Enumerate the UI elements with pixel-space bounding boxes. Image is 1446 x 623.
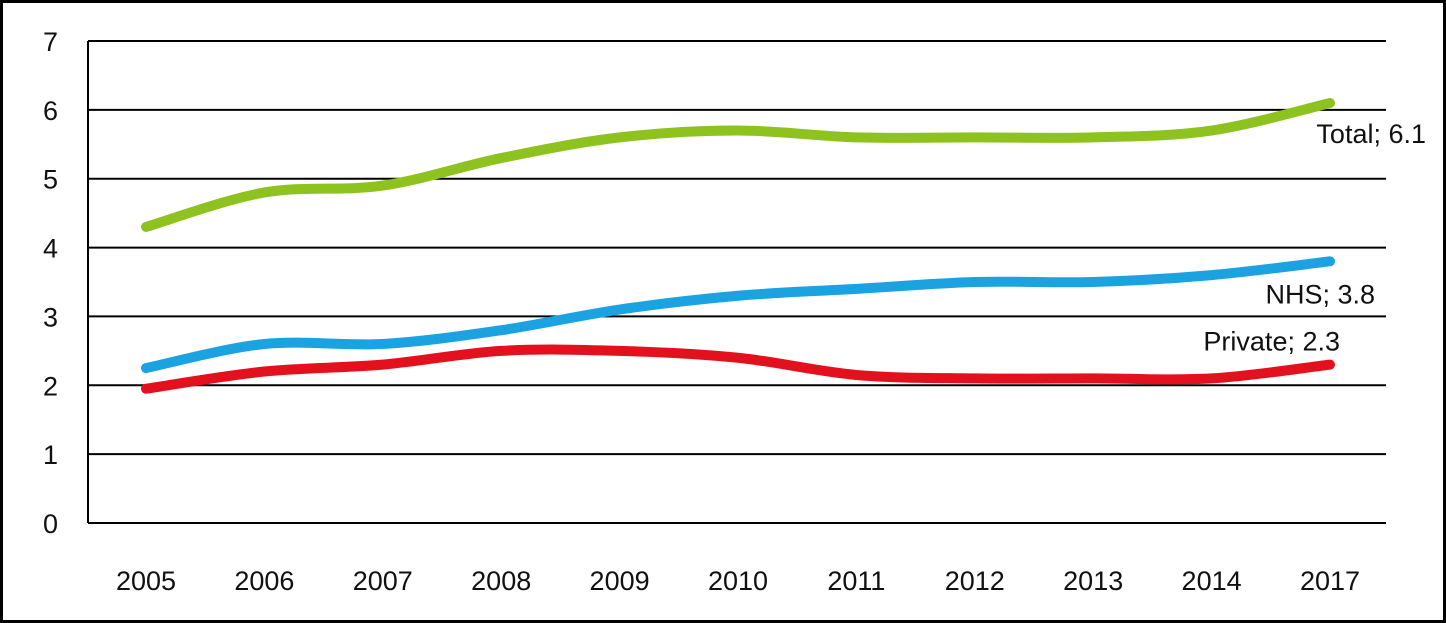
y-tick-label: 4 <box>43 234 58 264</box>
x-tick-label: 2017 <box>1300 566 1360 596</box>
y-axis-tick-labels: 0 1 2 3 4 5 6 7 <box>43 27 58 539</box>
x-axis-tick-labels: 2005 2006 2007 2008 2009 2010 2011 2012 2013 2014… <box>116 566 1360 596</box>
series-end-labels: Total; 6.1 NHS; 3.8 Private; 2.3 <box>1203 119 1426 357</box>
series-line-nhs <box>141 256 1335 374</box>
y-tick-label: 2 <box>43 371 58 401</box>
x-tick-label: 2011 <box>827 566 885 596</box>
x-tick-label: 2005 <box>116 566 176 596</box>
x-tick-label: 2014 <box>1182 566 1242 596</box>
x-tick-label: 2012 <box>945 566 1005 596</box>
x-tick-label: 2008 <box>471 566 531 596</box>
series-lines <box>141 97 1335 394</box>
series-end-label-private: Private; 2.3 <box>1203 327 1340 357</box>
x-tick-label: 2009 <box>590 566 650 596</box>
x-tick-label: 2007 <box>353 566 413 596</box>
y-tick-label: 5 <box>43 165 58 195</box>
series-end-label-nhs: NHS; 3.8 <box>1265 279 1375 309</box>
gridlines <box>87 40 1386 524</box>
y-tick-label: 0 <box>43 509 58 539</box>
series-line-private <box>141 344 1335 394</box>
y-tick-label: 3 <box>43 302 58 332</box>
x-tick-label: 2013 <box>1063 566 1123 596</box>
x-tick-label: 2006 <box>234 566 294 596</box>
y-tick-label: 6 <box>43 96 58 126</box>
y-tick-label: 7 <box>43 27 58 57</box>
x-tick-label: 2010 <box>708 566 768 596</box>
series-end-label-total: Total; 6.1 <box>1316 119 1426 149</box>
y-tick-label: 1 <box>43 440 58 470</box>
series-line-total <box>141 97 1335 232</box>
